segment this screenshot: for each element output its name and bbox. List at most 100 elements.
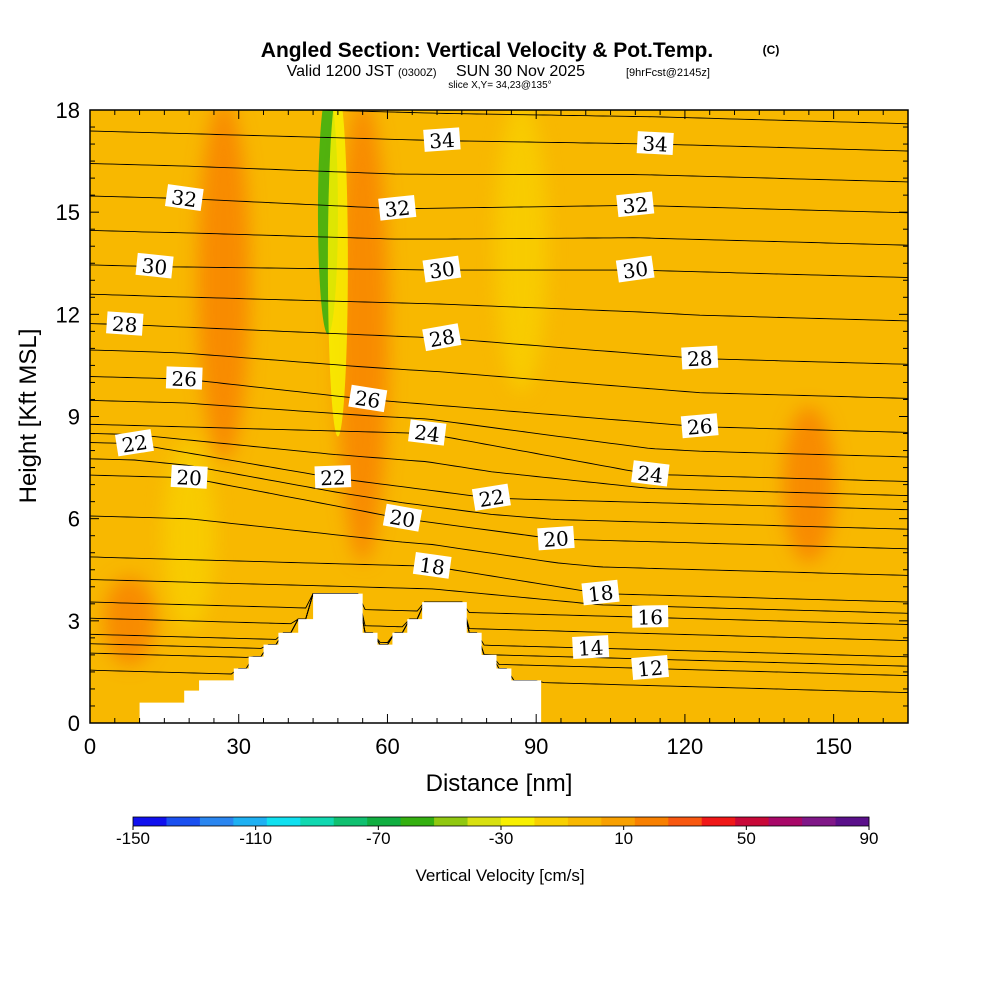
colorbar-swatch: [802, 817, 836, 826]
svg-text:30: 30: [428, 256, 457, 283]
slice-info: slice X,Y= 34,23@135°: [448, 80, 551, 91]
contour-label: 34: [636, 131, 674, 157]
colorbar-swatch: [534, 817, 569, 826]
contour-25: [90, 399, 908, 458]
x-axis: 0 30 60 90 120 150: [84, 110, 909, 759]
contour-28: [90, 323, 908, 365]
contour-label: 30: [422, 255, 462, 284]
colorbar-swatch: [233, 817, 268, 826]
vertical-velocity-streaks: [317, 110, 348, 437]
svg-text:34: 34: [642, 131, 669, 156]
contour-31: [90, 229, 908, 246]
x-tick-label: 120: [667, 734, 704, 759]
colorbar-swatch: [701, 817, 736, 826]
y-tick-label: 0: [68, 711, 80, 736]
contour-label: 12: [631, 654, 670, 682]
svg-text:20: 20: [542, 526, 569, 552]
x-tick-label: 90: [524, 734, 548, 759]
contour-label: 30: [615, 255, 655, 284]
contour-14: [90, 593, 908, 658]
colorbar-tick-label: 90: [860, 829, 879, 848]
vv-feature-2: [336, 110, 389, 563]
colorbar-swatch: [199, 817, 234, 826]
colorbar-swatch: [367, 817, 402, 826]
colorbar-swatch: [467, 817, 502, 826]
y-axis: 0 3 6 9 12 15 18: [56, 98, 908, 736]
svg-text:30: 30: [621, 256, 650, 283]
contour-35: [300, 110, 908, 125]
contour-23: [90, 432, 908, 497]
contour-34: [90, 130, 908, 152]
terrain: [139, 593, 542, 723]
y-tick-label: 3: [68, 609, 80, 634]
vv-feature-4: [103, 576, 156, 665]
svg-text:26: 26: [353, 386, 382, 414]
contour-32: [90, 195, 908, 214]
svg-text:18: 18: [587, 580, 615, 607]
svg-text:22: 22: [320, 465, 346, 490]
y-tick-label: 15: [56, 200, 80, 225]
contour-label: 26: [680, 413, 719, 440]
colorbar-swatch: [133, 817, 167, 826]
svg-text:18: 18: [418, 553, 447, 580]
contour-label: 28: [681, 345, 719, 371]
vv-feature-1: [327, 110, 348, 437]
contour-label: 20: [170, 464, 208, 490]
svg-text:30: 30: [141, 253, 169, 280]
colorbar-swatch: [434, 817, 468, 826]
svg-text:28: 28: [111, 312, 138, 338]
contour-label: 26: [165, 366, 203, 392]
vertical-velocity-field: [103, 110, 835, 665]
contour-30: [90, 264, 908, 279]
colorbar-swatch: [601, 817, 636, 826]
colorbar: -150 -110 -70 -30 10 50 90: [116, 816, 879, 848]
contour-13: [90, 593, 908, 667]
svg-text:22: 22: [120, 430, 149, 458]
contour-label: 32: [616, 191, 655, 219]
svg-text:26: 26: [686, 414, 713, 440]
vv-feature-7: [495, 110, 548, 393]
svg-text:22: 22: [477, 484, 506, 512]
colorbar-swatch: [333, 817, 368, 826]
contour-21: [90, 458, 908, 530]
contour-label: 16: [631, 605, 669, 630]
colorbar-swatch: [735, 817, 770, 826]
colorbar-swatch: [266, 817, 301, 826]
svg-text:24: 24: [636, 461, 664, 488]
contour-33: [90, 163, 908, 183]
colorbar-tick-label: -70: [366, 829, 391, 848]
colorbar-swatch: [501, 817, 535, 826]
valid-time-zulu: (0300Z): [398, 67, 437, 79]
colorbar-swatch: [400, 817, 435, 826]
svg-text:28: 28: [686, 346, 713, 371]
forecast-info: [9hrFcst@2145z]: [626, 67, 710, 79]
colorbar-label: Vertical Velocity [cm/s]: [415, 866, 584, 885]
valid-time-prefix: Valid 1200 JST: [287, 63, 395, 80]
svg-text:26: 26: [171, 367, 197, 392]
x-tick-label: 0: [84, 734, 96, 759]
contour-label: 14: [572, 635, 610, 661]
contour-24: [90, 423, 908, 482]
x-tick-label: 60: [375, 734, 399, 759]
y-tick-label: 18: [56, 98, 80, 123]
colorbar-swatch: [567, 817, 602, 826]
contour-label: 20: [382, 503, 423, 533]
svg-text:24: 24: [413, 420, 441, 447]
colorbar-swatch: [634, 817, 669, 826]
svg-text:32: 32: [170, 185, 199, 212]
contour-label: 22: [471, 483, 511, 512]
y-axis-label: Height [Kft MSL]: [15, 329, 42, 504]
colorbar-swatch: [166, 817, 201, 826]
contour-29: [90, 293, 908, 322]
valid-date: SUN 30 Nov 2025: [456, 63, 585, 80]
svg-text:20: 20: [176, 465, 203, 490]
contour-label: 32: [378, 194, 417, 222]
colorbar-tick-label: -150: [116, 829, 150, 848]
colorbar-tick-label: 10: [614, 829, 633, 848]
y-tick-label: 6: [68, 507, 80, 532]
svg-text:12: 12: [636, 655, 663, 681]
contour-16: [90, 593, 908, 625]
contour-label: 32: [164, 184, 204, 212]
